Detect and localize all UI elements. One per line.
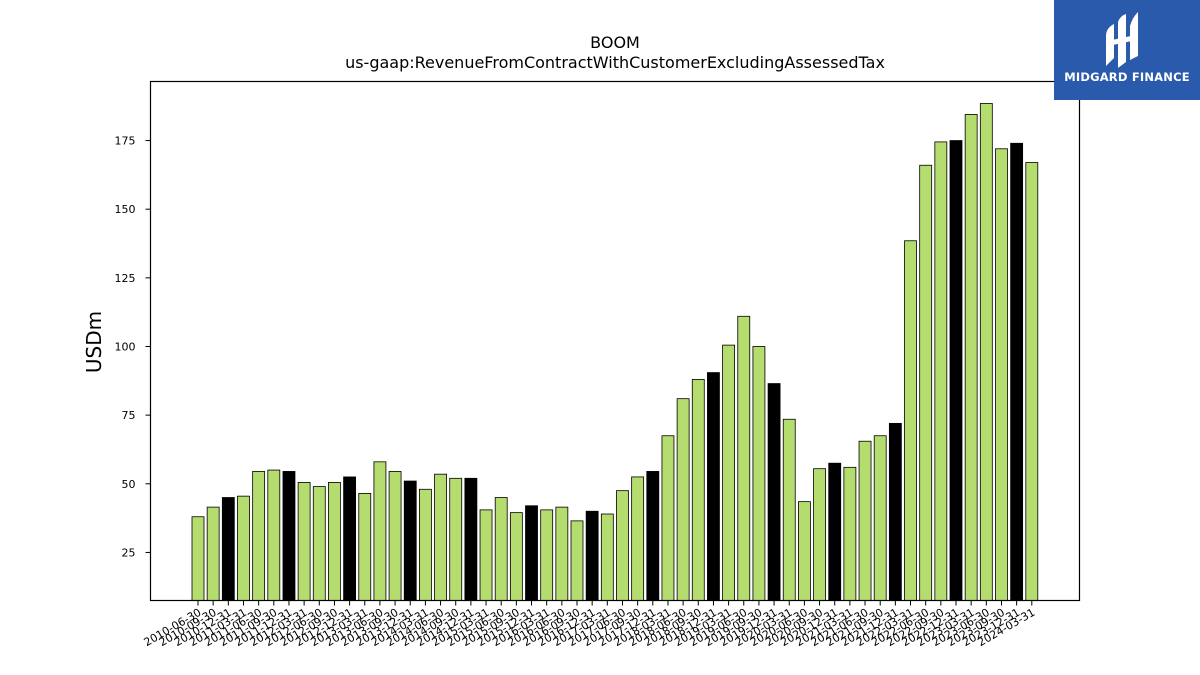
bar-2019-06-30 [737, 315, 751, 601]
bar-2015-09-30 [509, 512, 523, 601]
bar-2016-03-31 [540, 509, 554, 601]
bar-2011-06-30 [252, 471, 266, 601]
bar-2024-03-31 [1025, 162, 1039, 601]
bar-2018-09-30 [691, 379, 705, 601]
bar-2023-09-30 [995, 148, 1008, 601]
logo-text: MIDGARD FINANCE [1064, 70, 1190, 84]
y-tick-label: 125 [115, 272, 136, 285]
bar-2018-06-30 [676, 398, 690, 601]
bar-2017-03-31 [600, 513, 614, 601]
bar-2012-03-31 [297, 482, 311, 601]
bar-2019-12-31 [767, 383, 781, 601]
bar-2021-06-30 [858, 440, 872, 601]
bar-2014-12-31 [464, 477, 478, 601]
bar-2021-12-31 [888, 422, 902, 601]
midgard-finance-logo: MIDGARD FINANCE [1054, 0, 1200, 100]
bar-2013-03-31 [358, 492, 372, 601]
bar-2015-12-31 [525, 505, 538, 601]
bar-2020-12-31 [828, 462, 842, 601]
bar-2021-03-31 [843, 466, 857, 601]
bar-2010-09-30 [206, 506, 220, 601]
bar-2014-03-31 [418, 488, 432, 601]
bar-2010-12-31 [221, 497, 235, 601]
midgard-logo-icon [1106, 12, 1138, 68]
plot-frame [149, 80, 1081, 602]
y-tick-label: 150 [115, 203, 136, 216]
bar-2011-12-31 [282, 471, 296, 601]
bar-2011-03-31 [237, 495, 250, 601]
bar-2023-06-30 [979, 103, 993, 601]
bar-2023-12-31 [1010, 142, 1024, 601]
bar-2022-06-30 [919, 164, 933, 601]
bar-2011-09-30 [267, 469, 281, 601]
bar-2020-06-30 [798, 501, 811, 601]
bar-2018-03-31 [661, 435, 675, 601]
bar-2020-03-31 [782, 418, 796, 601]
y-tick-label: 175 [115, 135, 136, 148]
y-tick-label: 50 [122, 478, 136, 491]
bar-2020-09-30 [813, 468, 826, 601]
chart-subtitle: us-gaap:RevenueFromContractWithCustomerE… [345, 53, 885, 72]
bar-2016-12-31 [585, 510, 599, 601]
y-tick-label: 25 [122, 546, 136, 559]
y-axis-ticks: 25 50 75 100 125 150 175 [115, 135, 151, 559]
x-axis-ticks: 2010-06-302010-09-302010-12-312011-03-31… [142, 600, 1037, 649]
y-axis-label: USDm [82, 311, 106, 373]
bar-2022-03-31 [904, 240, 917, 601]
bar-2015-06-30 [494, 497, 508, 601]
bar-2017-06-30 [616, 490, 629, 601]
bar-2012-12-31 [343, 476, 357, 601]
y-tick-label: 100 [115, 340, 136, 353]
bar-2022-12-31 [949, 140, 963, 601]
bar-2014-06-30 [434, 473, 447, 601]
bar-2019-03-31 [722, 344, 735, 601]
bar-2012-09-30 [328, 482, 341, 601]
bar-2016-06-30 [555, 506, 569, 601]
chart-title: BOOM [590, 33, 640, 52]
bar-series [191, 103, 1039, 601]
bar-2013-06-30 [373, 461, 387, 601]
bar-2013-09-30 [388, 471, 402, 601]
bar-2017-12-31 [646, 471, 660, 601]
bar-2018-12-31 [707, 372, 720, 601]
bar-2017-09-30 [631, 476, 645, 601]
bar-2019-09-30 [752, 346, 766, 601]
bar-2013-12-31 [403, 480, 417, 601]
bar-2012-06-30 [312, 486, 326, 601]
y-tick-label: 75 [122, 409, 136, 422]
bar-2010-06-30 [191, 516, 205, 601]
bar-2021-09-30 [873, 435, 887, 601]
bar-2023-03-31 [964, 114, 978, 601]
bar-2016-09-30 [570, 520, 584, 601]
bar-2022-09-30 [934, 141, 948, 601]
bar-2015-03-31 [479, 509, 493, 601]
bar-2014-09-30 [449, 477, 463, 601]
